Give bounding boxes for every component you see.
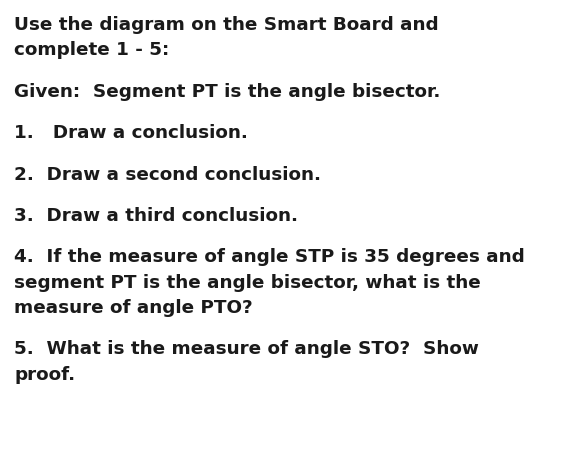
Text: 4.  If the measure of angle STP is 35 degrees and: 4. If the measure of angle STP is 35 deg… <box>14 248 525 266</box>
Text: 5.  What is the measure of angle STO?  Show: 5. What is the measure of angle STO? Sho… <box>14 340 479 358</box>
Text: proof.: proof. <box>14 365 75 383</box>
Text: 3.  Draw a third conclusion.: 3. Draw a third conclusion. <box>14 207 298 224</box>
Text: 2.  Draw a second conclusion.: 2. Draw a second conclusion. <box>14 165 321 183</box>
Text: Given:  Segment PT is the angle bisector.: Given: Segment PT is the angle bisector. <box>14 83 441 101</box>
Text: complete 1 - 5:: complete 1 - 5: <box>14 41 169 59</box>
Text: Use the diagram on the Smart Board and: Use the diagram on the Smart Board and <box>14 16 439 34</box>
Text: segment PT is the angle bisector, what is the: segment PT is the angle bisector, what i… <box>14 273 481 291</box>
Text: 1.   Draw a conclusion.: 1. Draw a conclusion. <box>14 124 248 142</box>
Text: measure of angle PTO?: measure of angle PTO? <box>14 298 253 316</box>
